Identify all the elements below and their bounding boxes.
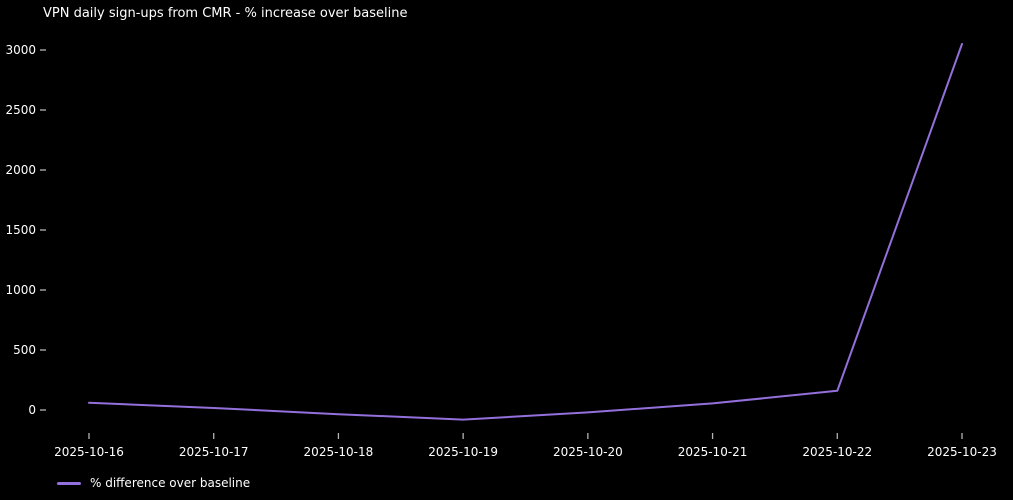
x-tick-label: 2025-10-23 <box>927 445 997 459</box>
x-tick-label: 2025-10-20 <box>553 445 623 459</box>
y-tick-label: 1000 <box>5 283 36 297</box>
y-tick-label: 0 <box>28 403 36 417</box>
x-tick-label: 2025-10-18 <box>304 445 374 459</box>
x-tick-label: 2025-10-19 <box>428 445 498 459</box>
chart-title: VPN daily sign-ups from CMR - % increase… <box>43 6 408 21</box>
y-tick-label: 1500 <box>5 223 36 237</box>
y-tick-label: 2500 <box>5 103 36 117</box>
data-line <box>88 43 963 421</box>
x-tick-label: 2025-10-16 <box>54 445 124 459</box>
y-tick-label: 500 <box>13 343 36 357</box>
x-tick-label: 2025-10-21 <box>678 445 748 459</box>
y-tick-label: 2000 <box>5 163 36 177</box>
y-tick-label: 3000 <box>5 43 36 57</box>
chart-legend: % difference over baseline <box>57 476 250 490</box>
x-tick-label: 2025-10-22 <box>802 445 872 459</box>
legend-label: % difference over baseline <box>90 476 251 490</box>
legend-line-swatch <box>57 481 81 485</box>
x-tick-label: 2025-10-17 <box>179 445 249 459</box>
